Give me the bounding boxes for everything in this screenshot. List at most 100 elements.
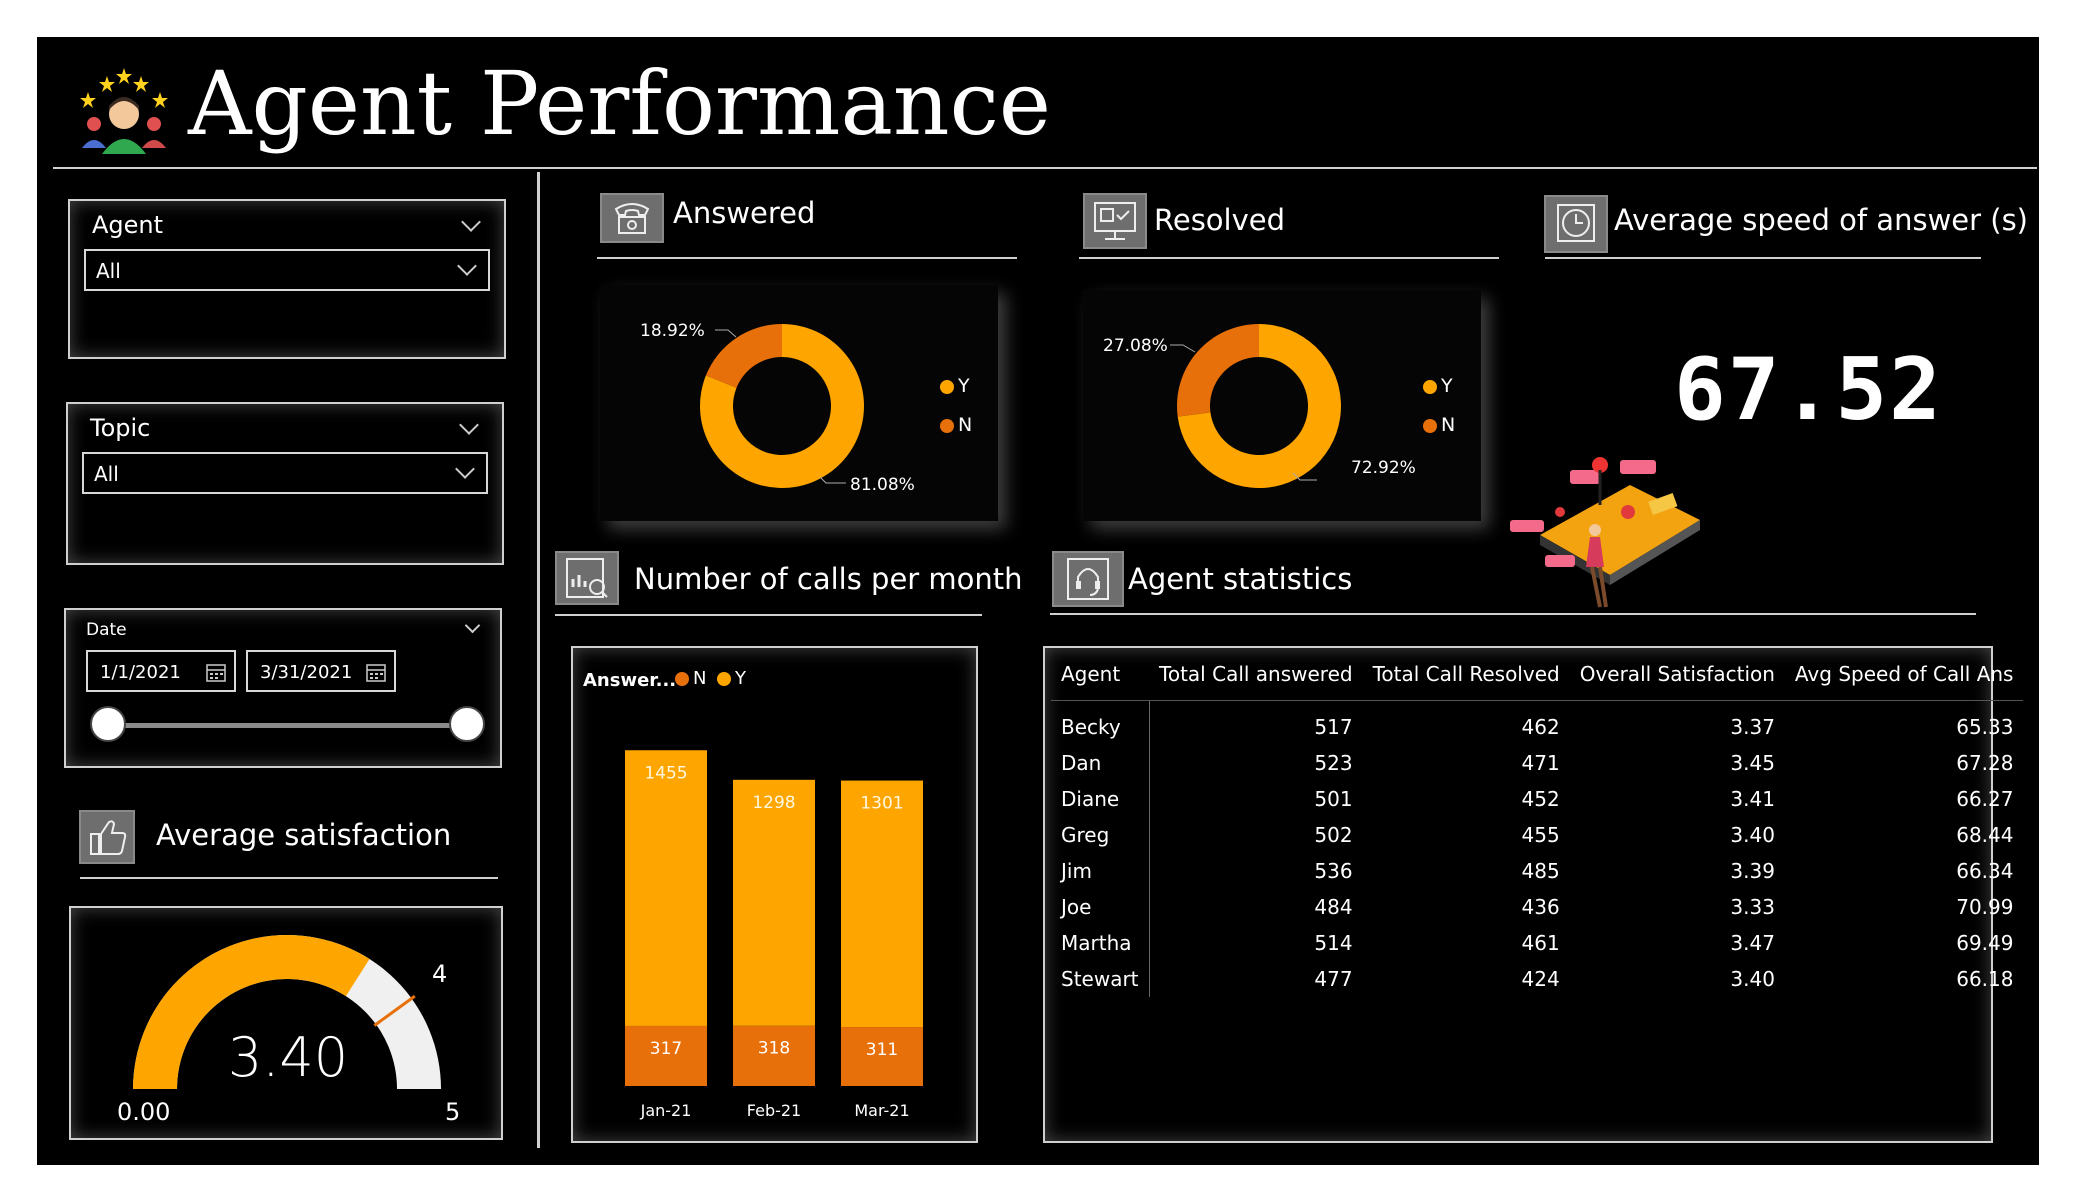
- table-cell: 66.27: [1956, 787, 2014, 811]
- start-date-value: 1/1/2021: [100, 662, 181, 683]
- end-date-input[interactable]: 3/31/2021: [246, 650, 396, 692]
- monitor-check-icon: [1083, 193, 1147, 249]
- topic-filter-panel: Topic All: [66, 402, 504, 565]
- topic-select[interactable]: All: [82, 452, 488, 494]
- chevron-down-icon: [455, 459, 475, 479]
- bar-y-jan-21[interactable]: [625, 750, 707, 1026]
- legend-item-y[interactable]: Y: [1423, 375, 1453, 397]
- leader-line: [1170, 344, 1196, 353]
- date-slider-track[interactable]: [110, 723, 472, 728]
- table-row[interactable]: Jim 536 485 3.39 66.34: [1051, 853, 2023, 889]
- table-cell: Joe: [1051, 889, 1150, 925]
- resolved-donut-chart: [1170, 324, 1341, 488]
- section-divider: [1079, 257, 1499, 259]
- start-date-input[interactable]: 1/1/2021: [86, 650, 236, 692]
- date-slider-end-handle[interactable]: [449, 706, 485, 742]
- date-slider-start-handle[interactable]: [90, 706, 126, 742]
- vertical-divider: [537, 172, 540, 1148]
- table-cell: 471: [1521, 751, 1560, 775]
- table-row[interactable]: Greg 502 455 3.40 68.44: [1051, 817, 2023, 853]
- table-cell: 461: [1521, 931, 1560, 955]
- gauge-min-label: 0.00: [117, 1098, 171, 1126]
- table-cell: 501: [1314, 787, 1353, 811]
- calendar-icon[interactable]: [206, 662, 226, 682]
- legend-item-n[interactable]: N: [675, 668, 706, 689]
- column-header[interactable]: Total Call answered: [1149, 662, 1363, 701]
- bar-data-label: 318: [758, 1039, 790, 1059]
- bar-n-mar-21[interactable]: [841, 1027, 923, 1086]
- table-body: Becky 517 462 3.37 65.33 Dan 523 471 3.45 67.28 Di…: [1051, 700, 2023, 997]
- column-header[interactable]: Avg Speed of Call Ans: [1784, 662, 2024, 701]
- headset-icon: [1052, 551, 1124, 607]
- avg-satisfaction-title: Average satisfaction: [156, 818, 452, 852]
- bar-n-feb-21[interactable]: [733, 1025, 815, 1086]
- table-cell: 68.44: [1956, 823, 2014, 847]
- legend-dot-n: [1423, 418, 1437, 433]
- answered-chart-panel: 18.92% 81.08% Y N: [600, 285, 998, 521]
- table-cell: Jim: [1051, 853, 1150, 889]
- table-cell: Becky: [1051, 700, 1150, 745]
- table-cell: 3.37: [1730, 715, 1775, 739]
- legend-item-y[interactable]: Y: [717, 668, 746, 689]
- table-cell: 69.49: [1956, 931, 2014, 955]
- chevron-down-icon[interactable]: [464, 617, 481, 634]
- resolved-title: Resolved: [1154, 203, 1286, 237]
- telephone-icon: [600, 193, 664, 243]
- agent-statistics-panel: Agent Total Call answered Total Call Resol…: [1043, 646, 2024, 1143]
- chevron-down-icon[interactable]: [459, 415, 479, 435]
- bar-data-label: 311: [866, 1040, 898, 1060]
- bar-n-jan-21[interactable]: [625, 1025, 707, 1086]
- resolved-n-pct-label: 27.08%: [1103, 336, 1168, 356]
- legend-item-n[interactable]: N: [940, 414, 972, 436]
- table-cell: Diane: [1051, 781, 1150, 817]
- x-tick-label: Jan-21: [640, 1101, 692, 1120]
- calls-chart-panel: Answer... N Y 317 1455 Jan-21 318 1298 Feb-21…: [571, 646, 978, 1143]
- donut-slice-n[interactable]: [705, 324, 782, 388]
- bar-y-mar-21[interactable]: [841, 780, 923, 1028]
- column-header[interactable]: Total Call Resolved: [1362, 662, 1570, 701]
- table-cell: 67.28: [1956, 751, 2014, 775]
- donut-slice-y[interactable]: [700, 324, 864, 488]
- table-row[interactable]: Martha 514 461 3.47 69.49: [1051, 925, 2023, 961]
- legend-item-n[interactable]: N: [1423, 414, 1455, 436]
- legend-label-n: N: [1441, 414, 1456, 436]
- table-row[interactable]: Joe 484 436 3.33 70.99: [1051, 889, 2023, 925]
- table-row[interactable]: Diane 501 452 3.41 66.27: [1051, 781, 2023, 817]
- section-divider: [1545, 257, 1981, 259]
- table-row[interactable]: Becky 517 462 3.37 65.33: [1051, 700, 2023, 745]
- donut-slice-n[interactable]: [1177, 324, 1259, 417]
- table-row[interactable]: Dan 523 471 3.45 67.28: [1051, 745, 2023, 781]
- chevron-down-icon: [457, 256, 477, 276]
- thumbs-up-icon: [79, 810, 135, 864]
- agent-statistics-title: Agent statistics: [1128, 562, 1353, 596]
- agent-select[interactable]: All: [84, 249, 490, 291]
- x-tick-label: Mar-21: [854, 1101, 909, 1120]
- legend-dot-n: [940, 418, 954, 433]
- table-row[interactable]: Stewart 477 424 3.40 66.18: [1051, 961, 2023, 997]
- gauge-target-label: 4: [432, 960, 448, 988]
- calls-per-month-title: Number of calls per month: [634, 562, 1023, 596]
- table-cell: 65.33: [1956, 715, 2014, 739]
- column-header[interactable]: Agent: [1051, 662, 1150, 701]
- legend-dot-y: [717, 672, 731, 686]
- donut-slice-y[interactable]: [1177, 324, 1341, 488]
- column-header[interactable]: Overall Satisfaction: [1569, 662, 1785, 701]
- answered-title: Answered: [673, 196, 816, 230]
- topic-select-value: All: [94, 462, 119, 486]
- calls-legend-title: Answer...: [583, 670, 677, 691]
- x-tick-label: Feb-21: [747, 1101, 801, 1120]
- calls-stacked-bar-chart: 317 1455 Jan-21 318 1298 Feb-21 311 1301 Mar-21: [625, 750, 923, 1120]
- answered-n-pct-label: 18.92%: [640, 321, 705, 341]
- avg-speed-value: 67.52: [1674, 340, 1943, 440]
- table-cell: 452: [1521, 787, 1560, 811]
- legend-item-y[interactable]: Y: [940, 375, 970, 397]
- bar-y-feb-21[interactable]: [733, 779, 815, 1026]
- section-divider: [555, 614, 982, 616]
- gauge-panel: 3.40 0.00 5 4: [69, 906, 503, 1140]
- gauge-fill: [133, 935, 370, 1089]
- table-cell: 536: [1314, 859, 1353, 883]
- chevron-down-icon[interactable]: [461, 212, 481, 232]
- legend-label-n: N: [958, 414, 973, 436]
- table-cell: Greg: [1051, 817, 1150, 853]
- calendar-icon[interactable]: [366, 662, 386, 682]
